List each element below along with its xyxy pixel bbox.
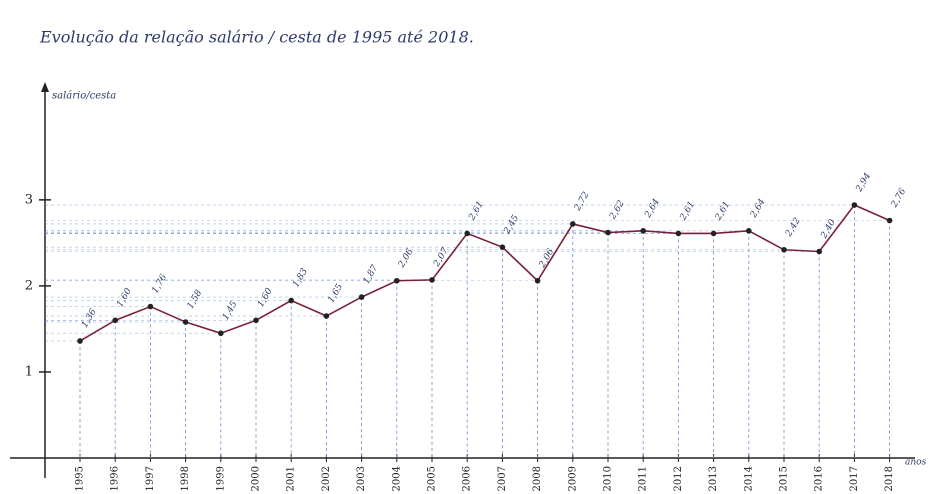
x-tick-label: 2007	[497, 466, 508, 491]
data-point	[323, 313, 330, 319]
x-tick-label: 2001	[286, 466, 297, 491]
x-tick-label: 1999	[215, 466, 226, 491]
data-point	[218, 330, 224, 337]
x-tick-label: 2010	[603, 466, 614, 491]
data-point	[112, 317, 118, 324]
data-point	[675, 230, 682, 237]
y-axis-label: salário/cesta	[52, 91, 116, 102]
data-point	[253, 317, 259, 324]
x-axis-label: anos	[905, 458, 927, 468]
x-tick-label: 2015	[779, 466, 790, 491]
data-label: 2,64	[748, 197, 767, 220]
data-point	[816, 248, 822, 255]
data-label: 2,94	[854, 171, 873, 194]
data-point	[746, 228, 752, 234]
data-label: 1,83	[291, 267, 310, 290]
x-tick-label: 1996	[110, 466, 121, 491]
x-tick-label: 1997	[145, 466, 156, 491]
data-label: 1,76	[151, 273, 170, 296]
data-point	[182, 319, 189, 325]
data-point	[499, 244, 506, 250]
data-point	[77, 338, 83, 344]
data-point	[464, 230, 471, 237]
y-arrow	[41, 82, 49, 92]
x-tick-label: 2004	[391, 466, 402, 491]
data-line	[79, 204, 890, 342]
data-label: 2,06	[396, 247, 415, 270]
data-point	[851, 202, 858, 208]
x-tick-label: 2006	[462, 466, 473, 491]
data-label: 2,45	[502, 213, 521, 236]
x-tick-label: 1995	[75, 466, 86, 491]
data-label: 1,45	[221, 299, 240, 322]
x-tick-label: 1998	[180, 466, 191, 491]
data-label: 2,61	[713, 200, 732, 223]
data-point	[781, 246, 787, 253]
x-tick-label: 2013	[708, 466, 719, 491]
data-point	[394, 277, 400, 284]
data-label: 2,61	[467, 200, 486, 223]
x-tick-label: 2016	[814, 466, 825, 491]
x-tick-label: 2000	[251, 466, 262, 491]
data-label: 1,36	[80, 307, 99, 330]
x-tick-label: 2008	[532, 466, 543, 491]
data-point	[358, 294, 365, 300]
data-label: 1,60	[115, 286, 134, 309]
x-tick-label: 2018	[884, 466, 895, 491]
data-point	[605, 229, 611, 236]
x-tick-label: 2011	[638, 466, 649, 491]
data-point	[534, 277, 541, 284]
x-tick-label: 2003	[356, 466, 367, 491]
x-tick-label: 2002	[321, 466, 332, 491]
chart-title: Evolução da relação salário / cesta de 1…	[39, 28, 474, 47]
y-tick-label: 2	[25, 278, 33, 293]
y-tick-label: 1	[25, 364, 33, 379]
data-point	[288, 297, 295, 304]
x-tick-label: 2005	[427, 466, 438, 491]
data-label: 1,60	[256, 286, 275, 309]
data-point	[886, 217, 893, 224]
data-point	[710, 230, 717, 237]
x-tick-label: 2009	[567, 466, 578, 491]
data-label: 1,58	[186, 288, 205, 311]
data-label: 1,65	[327, 282, 346, 305]
x-tick-label: 2014	[743, 466, 754, 491]
data-point	[640, 228, 646, 234]
data-label: 2,62	[608, 199, 627, 222]
data-label: 2,42	[784, 216, 803, 239]
y-tick-label: 3	[25, 192, 33, 207]
x-tick-label: 2012	[673, 466, 684, 491]
data-point	[147, 303, 154, 310]
data-point	[570, 221, 576, 227]
data-point	[429, 277, 435, 283]
data-label: 2,61	[678, 200, 697, 223]
data-label: 2,64	[643, 197, 662, 220]
data-label: 1,87	[362, 263, 381, 286]
x-tick-label: 2017	[849, 466, 860, 491]
data-label: 2,76	[889, 187, 908, 210]
data-label: 2,72	[572, 190, 591, 213]
data-label: 2,06	[537, 247, 556, 270]
